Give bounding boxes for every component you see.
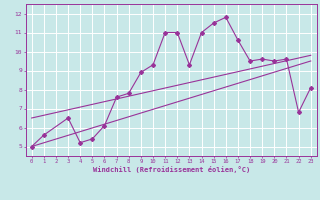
X-axis label: Windchill (Refroidissement éolien,°C): Windchill (Refroidissement éolien,°C) — [92, 166, 250, 173]
